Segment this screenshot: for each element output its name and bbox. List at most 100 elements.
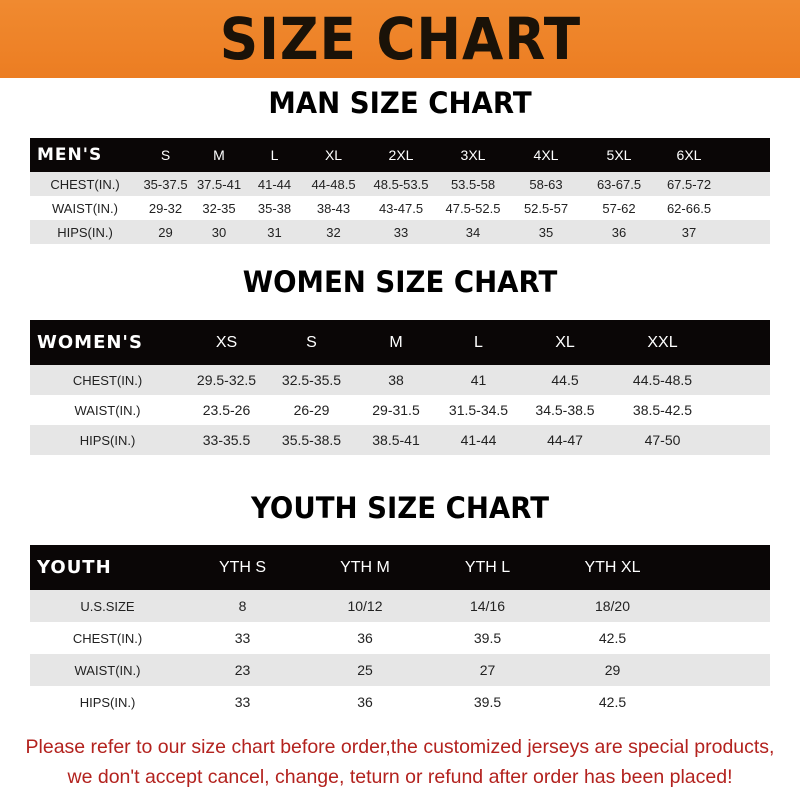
table-cell: 58-63 [529,176,563,192]
table-cell: 41-44 [257,176,292,192]
table-cell: 29 [158,224,173,240]
table-cell: 38-43 [316,200,351,216]
men-size-table: MEN'S S M L XL 2XL 3XL 4XL 5XL 6XL CHEST(IN.) 35-37… [30,138,770,244]
table-cell: 23.5-26 [202,402,251,418]
table-cell: 32.5-35.5 [281,372,342,388]
table-cell: S [306,333,317,351]
table-row: CHEST(IN.) 35-37.5 37.5-41 41-44 44-48.5 48.5… [30,172,770,196]
table-cell: 30 [211,224,227,240]
table-cell: 32 [326,224,341,240]
table-cell: 36 [357,694,373,710]
women-size-table: WOMEN'S XS S M L XL XXL CHEST(IN.) 29.5-32.5 32.5… [30,320,770,455]
table-cell: 63-67.5 [596,176,642,192]
table-cell: 14/16 [469,598,506,614]
notice-line: Please refer to our size chart before or… [25,736,775,758]
table-cell: L [270,147,279,163]
table-cell: S [160,147,171,163]
table-cell: 47-50 [644,432,681,448]
table-cell: 3XL [460,147,486,163]
table-cell: XS [215,333,238,351]
row-label: U.S.SIZE [80,598,135,614]
table-cell: YTH S [218,558,267,576]
table-cell: 47.5-52.5 [445,200,501,216]
table-cell: M [389,333,403,351]
table-cell: XL [555,333,575,351]
table-cell: 62-66.5 [666,200,712,216]
row-label: HIPS(IN.) [57,224,113,240]
row-label: WAIST(IN.) [74,402,141,418]
table-cell: M [213,147,225,163]
row-label: HIPS(IN.) [79,432,136,448]
men-section-title: MAN SIZE CHART [268,86,532,120]
table-cell: 33-35.5 [202,432,251,448]
youth-size-table: YOUTH YTH S YTH M YTH L YTH XL U.S.SIZE 8 10/12… [30,545,770,718]
banner-title: SIZE CHART [219,5,581,73]
row-label: WAIST(IN.) [74,662,141,678]
row-label: CHEST(IN.) [72,630,143,646]
table-cell: 35-37.5 [143,176,188,192]
row-label: MEN'S [37,145,103,165]
table-cell: YTH L [464,558,511,576]
table-row: WAIST(IN.) 29-32 32-35 35-38 38-43 43-47.5 47.… [30,196,770,220]
table-cell: 29.5-32.5 [196,372,257,388]
table-cell: 33 [393,224,409,240]
table-cell: 44-48.5 [311,176,356,192]
table-cell: 26-29 [293,402,330,418]
table-cell: 35.5-38.5 [281,432,342,448]
table-cell: 8 [238,598,247,614]
order-notice: Please refer to our size chart before or… [0,732,800,792]
table-cell: 33 [234,694,251,710]
women-section-title: WOMEN SIZE CHART [242,265,558,299]
table-cell: 10/12 [347,598,383,614]
table-cell: 33 [234,630,251,646]
table-row: CHEST(IN.) 33 36 39.5 42.5 [30,622,770,654]
table-cell: 31 [267,224,282,240]
row-label: WOMEN'S [37,332,143,353]
table-row: HIPS(IN.) 33 36 39.5 42.5 [30,686,770,718]
table-header-row: WOMEN'S XS S M L XL XXL [30,320,770,365]
row-label: YOUTH [37,557,112,578]
table-cell: 44.5-48.5 [632,372,693,388]
row-label: WAIST(IN.) [52,200,118,216]
table-cell: YTH M [340,558,390,576]
table-row: WAIST(IN.) 23 25 27 29 [30,654,770,686]
table-cell: 35-38 [257,200,292,216]
table-cell: 42.5 [598,694,627,710]
table-row: CHEST(IN.) 29.5-32.5 32.5-35.5 38 41 44.5 44.5… [30,365,770,395]
table-cell: 37.5-41 [196,176,242,192]
table-cell: 39.5 [473,694,502,710]
table-cell: 36 [611,224,627,240]
table-cell: 4XL [533,147,559,163]
table-cell: 35 [538,224,554,240]
table-cell: 2XL [388,147,414,163]
table-cell: 38.5-42.5 [632,402,693,418]
table-row: WAIST(IN.) 23.5-26 26-29 29-31.5 31.5-34.5 34… [30,395,770,425]
table-cell: 34 [465,224,481,240]
table-cell: 6XL [676,147,702,163]
row-label: CHEST(IN.) [50,176,120,192]
table-cell: 39.5 [473,630,502,646]
table-row: U.S.SIZE 8 10/12 14/16 18/20 [30,590,770,622]
youth-section-title: YOUTH SIZE CHART [250,491,550,525]
table-cell: 41-44 [460,432,497,448]
table-cell: 57-62 [602,200,636,216]
row-label: HIPS(IN.) [79,694,136,710]
table-cell: 34.5-38.5 [535,402,595,418]
table-cell: 36 [357,630,373,646]
table-cell: 31.5-34.5 [448,402,509,418]
table-cell: L [474,333,483,351]
table-cell: 29 [604,662,621,678]
table-cell: 38 [388,372,404,388]
notice-line: we don't accept cancel, change, teturn o… [67,766,733,788]
table-cell: 38.5-41 [372,432,420,448]
table-cell: 53.5-58 [450,176,496,192]
table-cell: 67.5-72 [666,176,712,192]
banner: SIZE CHART [0,0,800,78]
table-cell: 29-32 [148,200,183,216]
table-cell: 44.5 [551,372,579,388]
table-cell: 44-47 [547,432,583,448]
table-cell: XXL [647,333,678,351]
table-cell: 43-47.5 [378,200,424,216]
table-cell: YTH XL [584,558,641,576]
table-cell: 42.5 [598,630,627,646]
